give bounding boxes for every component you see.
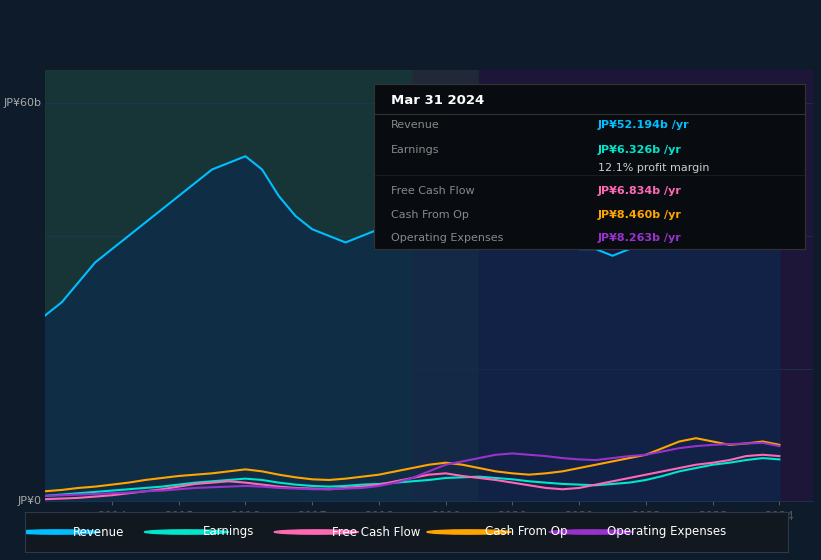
Text: JP¥8.460b /yr: JP¥8.460b /yr [598,209,681,220]
Text: Revenue: Revenue [391,120,439,130]
Text: Earnings: Earnings [391,145,439,155]
Circle shape [549,530,633,534]
Text: Earnings: Earnings [203,525,254,539]
Circle shape [144,530,228,534]
Text: 12.1% profit margin: 12.1% profit margin [598,164,709,173]
Circle shape [427,530,511,534]
Bar [45,70,412,501]
Text: Free Cash Flow: Free Cash Flow [333,525,420,539]
Circle shape [274,530,358,534]
Circle shape [15,530,99,534]
Text: JP¥52.194b /yr: JP¥52.194b /yr [598,120,690,130]
Text: Operating Expenses: Operating Expenses [608,525,727,539]
Text: JP¥60b: JP¥60b [3,98,41,108]
Text: Free Cash Flow: Free Cash Flow [391,186,475,197]
Text: Cash From Op: Cash From Op [391,209,469,220]
Text: Cash From Op: Cash From Op [485,525,567,539]
Text: Mar 31 2024: Mar 31 2024 [391,94,484,107]
Text: JP¥6.326b /yr: JP¥6.326b /yr [598,145,681,155]
Text: Revenue: Revenue [73,525,124,539]
Text: Operating Expenses: Operating Expenses [391,233,503,242]
Text: JP¥6.834b /yr: JP¥6.834b /yr [598,186,681,197]
Bar [479,70,813,501]
Text: JP¥0: JP¥0 [17,496,41,506]
Bar [412,70,479,501]
Text: JP¥8.263b /yr: JP¥8.263b /yr [598,233,681,242]
